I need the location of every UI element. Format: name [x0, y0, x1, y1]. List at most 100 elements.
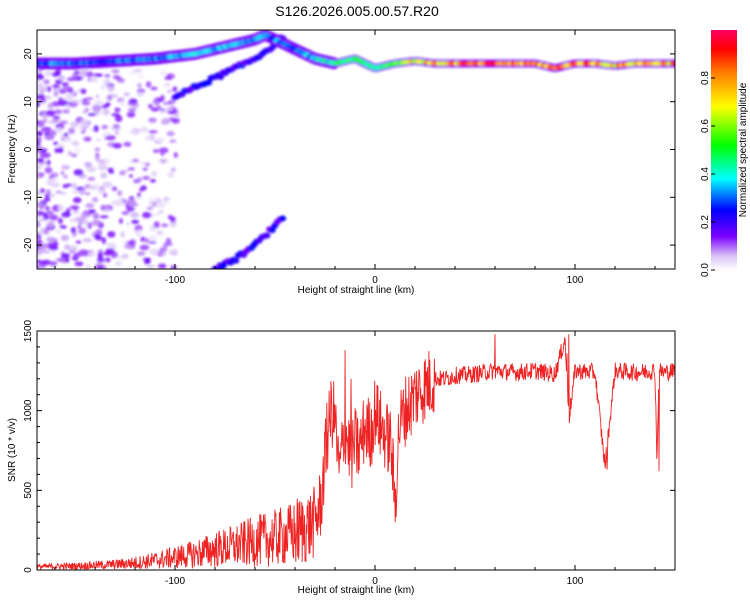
spectrogram-noise-blob [53, 90, 59, 97]
spectrogram-noise-blob [37, 130, 43, 137]
spectrogram-noise-blob [105, 248, 115, 254]
spectrogram-noise-blob [148, 103, 153, 109]
spectrogram-noise-blob [87, 176, 96, 181]
spectrogram-noise-blob [148, 240, 157, 244]
spectrogram-noise-blob [57, 147, 64, 154]
spectrogram-noise-blob [38, 243, 48, 251]
spectrogram-noise-blob [142, 212, 152, 219]
spectrogram-noise-blob [78, 249, 89, 257]
spectrogram-noise-blob [142, 175, 151, 180]
spectrogram-noise-blob [37, 140, 41, 147]
spectrogram-noise-blob [56, 127, 64, 134]
spectrogram-noise-blob [68, 100, 79, 108]
spectrogram-noise-blob [128, 196, 135, 200]
spectrogram-branch-blob [263, 232, 271, 239]
spectrogram-noise-blob [138, 188, 144, 192]
spectrogram-branch-blob [205, 79, 213, 86]
spectrogram-noise-blob [62, 82, 69, 87]
spectrogram-noise-blob [58, 75, 65, 81]
spectrogram-noise-blob [96, 257, 105, 263]
spectrogram-noise-blob [70, 153, 78, 158]
spectrogram-noise-blob [65, 93, 73, 100]
spectrogram-noise-blob [117, 190, 123, 197]
spectrogram-noise-blob [101, 104, 109, 109]
spectrogram-noise-blob [62, 86, 68, 90]
snr-y-tick-label: 0 [23, 567, 34, 573]
snr-y-ticks: 0 500 1000 1500 [23, 319, 675, 573]
spectrogram-noise-blob [107, 85, 115, 93]
colorbar-tick-label: 0.8 [700, 71, 711, 85]
spectrogram-noise-blob [104, 136, 113, 140]
spectrogram-noise-blob [113, 123, 120, 129]
spectrogram-noise-blob [148, 200, 153, 208]
spectrogram-noise-blob [106, 95, 113, 101]
colorbar-tick-label: 0.4 [700, 167, 711, 181]
spectrogram-noise-blob [47, 106, 55, 109]
spectrogram-noise-blob [111, 69, 120, 74]
spectrogram-noise-blob [44, 206, 51, 211]
spectrogram-noise-blob [149, 225, 156, 232]
spectrogram-noise-blob [77, 225, 82, 229]
spectrogram-noise-blob [156, 212, 161, 217]
spectrogram-noise-blob [44, 71, 53, 77]
spectrogram-noise-blob [37, 234, 42, 239]
spectrogram-noise-blob [81, 100, 91, 106]
spectrogram-noise-blob [165, 237, 172, 244]
spectrogram-noise-blob [45, 189, 52, 195]
figure-title: S126.2026.005.00.57.R20 [275, 3, 439, 19]
spectrogram-noise-blob [44, 95, 51, 100]
spectrogram-noise-blob [54, 109, 63, 115]
spectrogram-noise-blob [70, 218, 77, 222]
spectrogram-noise-blob [92, 212, 100, 220]
spectrogram-noise-blob [50, 172, 59, 178]
spectrogram-noise-blob [167, 110, 176, 115]
spectrogram-noise-blob [95, 154, 100, 161]
spectrogram-noise-blob [168, 248, 177, 255]
spectrogram-noise-blob [38, 260, 48, 266]
spectrogram-noise-blob [160, 150, 165, 156]
spectrogram-noise-blob [37, 94, 46, 100]
spectrogram-noise-blob [37, 264, 42, 269]
spectrogram-x-label: Height of straight line (km) [298, 285, 415, 296]
spectrogram-branch-blob [279, 215, 287, 222]
spectrogram-noise-blob [71, 140, 80, 147]
spectrogram-noise-blob [149, 248, 160, 256]
spectrogram-noise-blob [74, 261, 84, 267]
spectrogram-noise-blob [150, 170, 158, 177]
spectrogram-noise-blob [68, 127, 75, 135]
spectrogram-noise-blob [52, 84, 61, 89]
spectrogram-noise-blob [114, 107, 121, 113]
spectrogram-noise-blob [75, 240, 82, 244]
spectrogram-noise-blob [37, 74, 45, 80]
spectrogram-noise-blob [115, 130, 119, 135]
spectrogram-noise-blob [50, 246, 59, 251]
spectrogram-y-label: Frequency (Hz) [7, 115, 18, 184]
spectrogram-noise-blob [55, 69, 62, 76]
spectrogram-noise-blob [78, 189, 86, 196]
colorbar-label: Normalized spectral amplitude [738, 82, 749, 217]
spectrogram-noise-blob [174, 113, 179, 118]
spectrogram-noise-blob [166, 89, 173, 94]
spectrogram-noise-blob [128, 174, 133, 178]
spectrogram-noise-blob [63, 132, 69, 137]
spectrogram-noise-blob [60, 191, 67, 196]
spectrogram-noise-blob [37, 173, 41, 180]
spectrogram-noise-blob [74, 147, 81, 154]
spectrogram-noise-blob [86, 71, 94, 78]
spectrogram-noise-blob [46, 237, 56, 244]
spectrogram-noise-blob [39, 151, 48, 159]
spectrogram-noise-blob [95, 138, 102, 142]
spectrogram-noise-blob [83, 136, 92, 142]
spectrogram-noise-blob [49, 261, 58, 266]
snr-frame [36, 330, 676, 571]
spectrogram-noise-blob [84, 161, 92, 168]
snr-y-tick-label: 1000 [23, 399, 34, 422]
spectrogram-noise-blob [64, 139, 73, 143]
spectrogram-noise-blob [49, 193, 56, 198]
spectrogram-noise-blob [82, 237, 93, 243]
spectrogram-noise-blob [145, 81, 152, 88]
spectrogram-noise-blob [90, 76, 99, 83]
spectrogram-noise-blob [156, 230, 164, 236]
spectrogram-noise-blob [166, 131, 175, 137]
